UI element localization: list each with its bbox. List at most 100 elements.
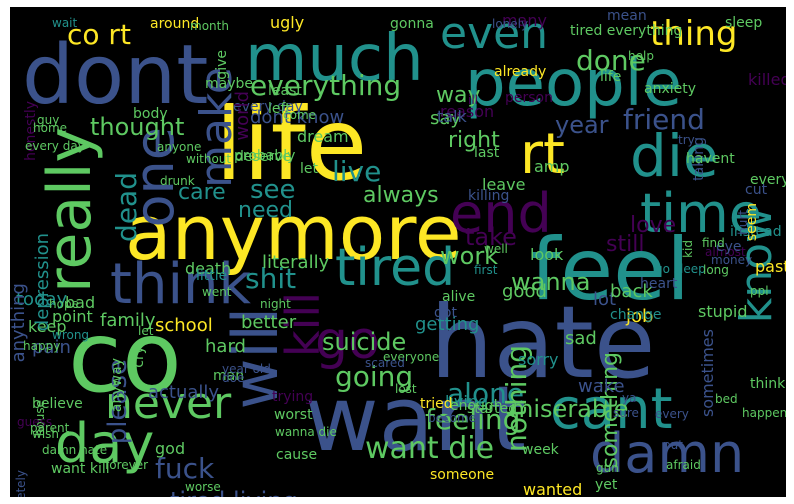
cloud-word: ugly [270, 13, 305, 32]
cloud-word: sometimes [698, 329, 717, 418]
cloud-word: first [474, 263, 498, 277]
cloud-word: hope [49, 297, 79, 311]
cloud-word: year old [222, 362, 271, 376]
cloud-word: keep [28, 317, 67, 336]
cloud-word: getting [415, 314, 480, 335]
cloud-word: maybe [205, 76, 254, 92]
cloud-word: scared [365, 356, 405, 370]
cloud-word: right [448, 128, 500, 153]
cloud-word: co rt [67, 18, 131, 51]
cloud-word: feel [530, 220, 690, 320]
cloud-word: let [300, 161, 318, 177]
cloud-word: way [436, 83, 481, 108]
cloud-word: sure [613, 406, 639, 420]
cloud-word: anyway [109, 358, 125, 413]
cloud-word: school [155, 315, 213, 336]
cloud-word: work [440, 242, 499, 270]
cloud-word: stupid [698, 302, 748, 321]
cloud-word: man [213, 368, 245, 384]
cloud-word: damn [590, 422, 745, 485]
cloud-word: dead [110, 172, 143, 242]
cloud-word: instead [730, 224, 782, 240]
cloud-word: alone [447, 377, 525, 410]
cloud-word: doe [222, 371, 245, 385]
cloud-word: guy [37, 113, 60, 127]
cloud-word: live [332, 155, 382, 188]
cloud-word: tired [335, 238, 456, 298]
cloud-word: sleep [725, 15, 763, 31]
cloud-word: still [606, 232, 645, 257]
cloud-word: co [68, 301, 182, 415]
cloud-word: eye [716, 239, 742, 255]
cloud-word: alive [442, 289, 476, 305]
cloud-word: every day [25, 139, 85, 153]
cloud-word: dream [297, 127, 349, 146]
cloud-word: die [630, 122, 719, 190]
cloud-word: someone [430, 467, 495, 483]
cloud-word: leave [482, 175, 526, 194]
cloud-word: drunk [160, 174, 195, 188]
cloud-word: past [755, 257, 786, 276]
cloud-word: forever [105, 458, 149, 472]
cloud-word: wanted [523, 480, 583, 498]
cloud-word: mean [607, 8, 647, 24]
cloud-word: body [133, 106, 168, 122]
cloud-word: sorry [518, 350, 559, 369]
cloud-word: completely [14, 470, 28, 497]
cloud-word: wake [578, 376, 625, 397]
cloud-word: hurt [736, 210, 750, 235]
cloud-word: fuck [155, 452, 215, 485]
cloud-word: let [138, 324, 154, 338]
cloud-word: every [655, 407, 689, 421]
cloud-word: many [502, 11, 547, 30]
cloud-word: want die [365, 431, 495, 466]
cloud-word: friend [623, 103, 705, 136]
cloud-word: cut [745, 182, 768, 198]
cloud-word: happy [23, 339, 61, 353]
cloud-word: year [555, 111, 609, 139]
cloud-word: life [215, 86, 368, 203]
cloud-word: worst [274, 407, 313, 423]
cloud-word: worse [185, 480, 221, 494]
cloud-word: ppl [750, 284, 769, 298]
cloud-word: literally [262, 252, 330, 273]
cloud-word: around [150, 16, 200, 32]
cloud-word: got [434, 305, 457, 321]
cloud-word: people [465, 47, 682, 121]
cloud-word: feeling [425, 403, 521, 436]
cloud-word: put [663, 438, 683, 452]
cloud-word: anymore [125, 188, 462, 277]
word-cloud: life anymore co hate want feel dont people much r… [10, 7, 786, 497]
cloud-word: back [610, 281, 653, 302]
cloud-word: deserve [235, 149, 292, 165]
cloud-word: well [484, 242, 508, 256]
cloud-word: already [494, 64, 547, 80]
cloud-word: afraid [666, 458, 701, 472]
cloud-word: tired everything [570, 23, 683, 39]
cloud-word: week [522, 442, 559, 458]
cloud-word: better [241, 312, 297, 333]
cloud-word: thing [650, 14, 738, 54]
cloud-word: night [260, 297, 291, 311]
cloud-word: long [703, 263, 729, 277]
cloud-word: money [711, 253, 753, 267]
cloud-word: home [33, 121, 68, 135]
cloud-word: want kill [51, 461, 110, 477]
cloud-word: pain [32, 337, 71, 358]
cloud-word: lost [395, 382, 417, 396]
cloud-word: every day [233, 99, 303, 115]
cloud-word: job [626, 306, 654, 327]
cloud-word: dont know [250, 107, 345, 128]
cloud-word: least [268, 83, 302, 99]
cloud-word: anyone [157, 140, 202, 154]
cloud-word: amp [534, 157, 570, 176]
cloud-word: always [363, 183, 439, 208]
cloud-word: talk [437, 107, 467, 126]
cloud-word: end [450, 182, 552, 245]
cloud-word: killing [468, 188, 510, 204]
cloud-word: shit [245, 262, 297, 295]
cloud-word: cause [276, 447, 318, 463]
cloud-word: today [16, 289, 68, 310]
cloud-word: need [238, 198, 293, 223]
